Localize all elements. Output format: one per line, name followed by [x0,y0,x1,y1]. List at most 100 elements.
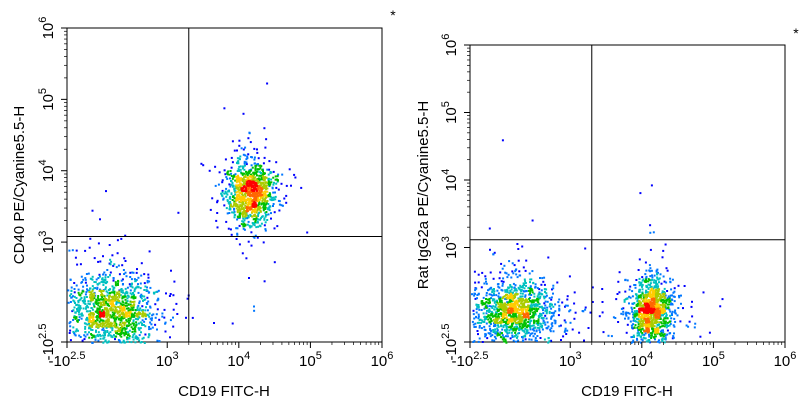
event-dot [143,289,146,291]
event-dot [107,318,110,321]
event-dot [546,309,549,312]
event-dot [653,325,656,328]
event-dot [488,325,491,328]
event-dot [652,329,655,332]
event-dot [241,195,244,197]
event-dot [107,276,110,278]
event-dot [254,188,257,191]
event-dot [236,211,239,214]
event-dot [250,164,253,167]
event-dot [253,214,256,217]
event-dot [251,189,254,192]
event-dot [264,206,267,209]
event-dot [270,178,273,181]
event-dot [258,208,261,211]
event-dot [662,249,665,252]
event-dot [651,332,654,334]
event-dot [221,189,224,192]
event-dot [74,311,77,314]
event-dot [478,308,481,311]
event-dot [669,323,672,325]
event-dot [99,304,102,307]
event-dot [512,329,515,332]
event-dot [639,283,642,286]
event-dot [668,297,671,300]
event-dot [121,278,124,281]
event-dot [648,292,651,295]
event-dot [229,205,232,208]
event-dot [172,294,175,297]
event-dot [663,297,666,300]
event-dot [120,237,123,240]
event-dot [517,339,520,342]
event-dot [623,299,626,302]
event-dot [123,257,126,260]
event-dot [522,309,525,312]
event-dot [519,315,522,318]
event-dot [127,303,130,306]
event-dot [80,297,83,299]
event-dot [270,171,273,174]
event-dot [105,302,107,305]
event-dot [110,306,113,309]
event-dot [508,292,511,295]
event-dot [133,314,136,317]
event-dot [655,308,658,311]
event-dot [624,290,627,293]
event-dot [515,299,518,302]
event-dot [246,184,249,187]
event-dot [102,289,105,292]
event-dot [262,202,265,205]
event-dot [112,324,115,327]
event-dot [266,219,269,221]
event-dot [647,304,650,307]
event-dot [113,319,116,322]
event-dot [125,319,128,322]
event-dot [661,337,664,340]
x-tick-label: 106 [774,350,797,370]
event-dot [141,310,144,313]
event-dot [484,305,487,308]
event-dot [662,293,665,295]
event-dot [624,317,626,320]
event-dot [144,325,147,328]
event-dot [69,301,72,303]
event-dot [235,184,238,187]
event-dot [157,298,160,301]
event-dot [122,331,125,334]
event-dot [626,279,629,282]
event-dot [114,299,117,302]
event-dot [502,317,504,319]
event-dot [484,277,487,280]
event-dot [77,300,80,302]
event-dot [641,315,644,318]
event-dot [481,303,484,306]
event-dot [568,275,571,278]
event-dot [534,337,537,340]
event-dot [274,175,277,178]
event-dot [647,280,650,283]
event-dot [648,264,651,267]
event-dot [126,294,129,297]
event-dot [487,332,490,335]
event-dot [222,197,225,200]
event-dot [479,318,482,321]
event-dot [493,290,496,293]
event-dot [663,325,666,328]
event-dot [231,161,234,164]
event-dot [655,299,658,302]
event-dot [644,321,647,324]
event-dot [642,307,644,310]
event-dot [123,314,126,317]
event-dot [662,275,665,278]
event-dot [242,167,244,170]
event-dot [108,332,110,335]
event-dot [635,309,638,312]
event-dot [121,297,124,300]
event-dot [640,307,643,310]
event-dot [262,175,265,178]
event-dot [512,291,514,294]
event-dot [252,187,255,190]
event-dot [666,297,669,300]
event-dot [674,309,677,312]
